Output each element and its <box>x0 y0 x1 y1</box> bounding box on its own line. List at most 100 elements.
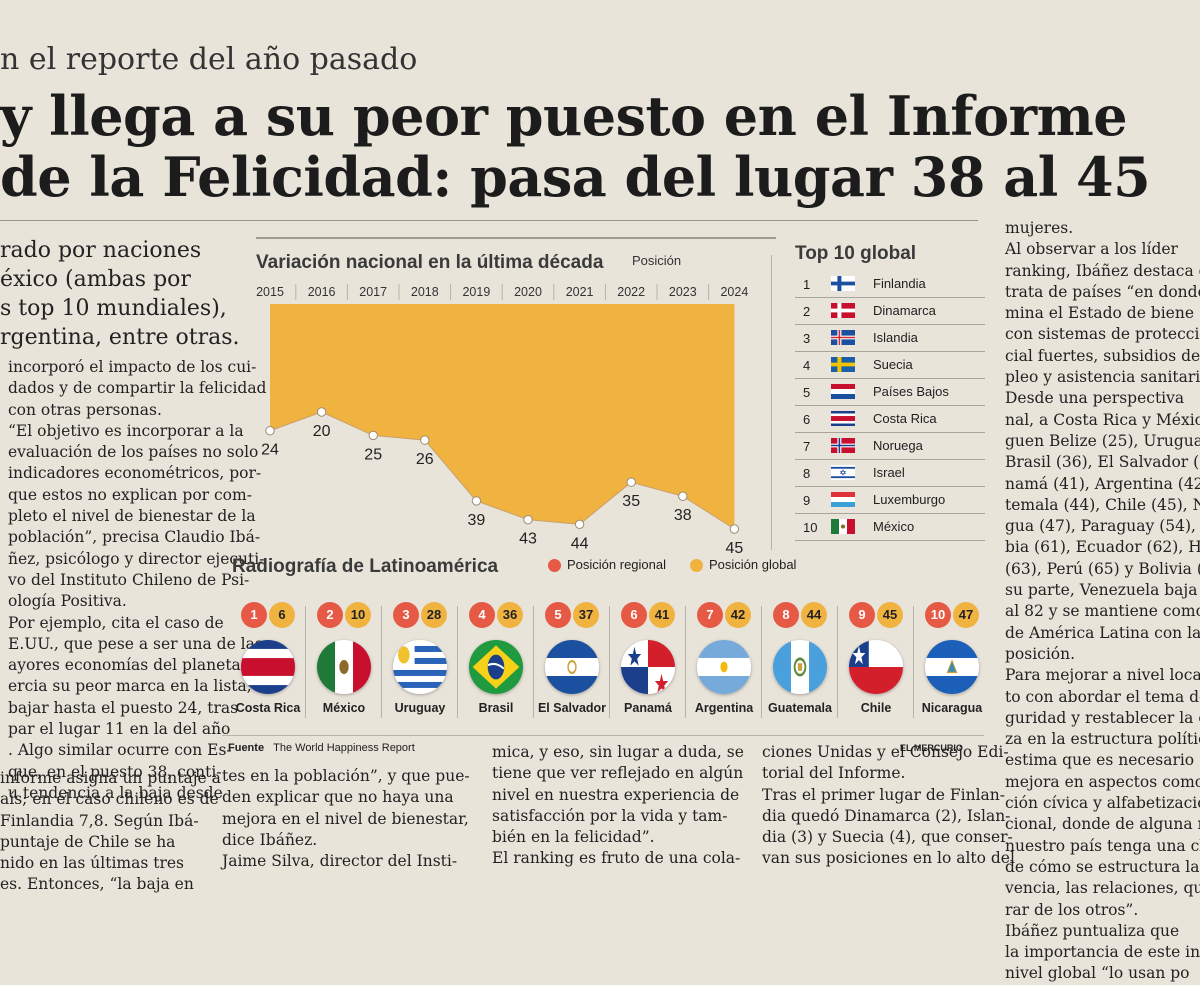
country-name: Suecia <box>873 357 913 372</box>
bottom-column-4: ciones Unidas y el Consejo Edi-torial de… <box>762 742 1015 870</box>
variation-chart-svg: 2015 2016 2017 2018 2019 2020 2021 2022 2023 2024… <box>256 284 748 557</box>
text-line: rgentina, entre otras. <box>0 325 240 350</box>
infographic <box>222 232 984 762</box>
top10-row: 6 Costa Rica <box>795 405 985 433</box>
top10-row: 10 México <box>795 513 985 541</box>
text-line: Ibáñez puntualiza que <box>1005 921 1180 940</box>
variation-chart: 2015 2016 2017 2018 2019 2020 2021 2022 2023 2024… <box>252 282 764 562</box>
data-label: 26 <box>416 451 434 468</box>
text-line: nuestro país tenga una cl <box>1005 836 1200 855</box>
text-line: ercia su peor marca en la lista, <box>8 677 252 696</box>
denmark-flag-icon <box>831 303 855 318</box>
latam-country-name: Costa Rica <box>235 701 301 715</box>
text-line: bién en la felicidad”. <box>492 828 655 847</box>
regional-rank-badge: 4 <box>469 602 495 628</box>
country-name: Costa Rica <box>873 411 937 426</box>
latam-country-name: Guatemala <box>768 701 832 715</box>
mexico-flag-icon <box>317 640 371 694</box>
text-line: Desde una perspectiva <box>1005 389 1185 408</box>
argentina-flag-icon <box>697 640 751 694</box>
x-tick-label: 2022 <box>617 285 645 299</box>
text-line: Finlandia 7,8. Según Ibá- <box>0 811 199 830</box>
top10-row: 8 Israel <box>795 459 985 487</box>
text-line: estima que es necesario <box>1005 751 1195 770</box>
latam-country: 2 10 México <box>311 602 377 720</box>
norway-flag-icon <box>831 438 855 453</box>
text-line: torial del Informe. <box>762 764 906 783</box>
top10-row: 7 Noruega <box>795 432 985 460</box>
text-line: incorporó el impacto de los cui- <box>8 358 257 376</box>
rank-number: 8 <box>803 466 811 481</box>
latam-divider <box>837 606 838 718</box>
global-rank-badge: 44 <box>801 602 827 628</box>
regional-rank-badge: 6 <box>621 602 647 628</box>
global-rank-badge: 10 <box>345 602 371 628</box>
country-name: Israel <box>873 465 905 480</box>
global-rank-badge: 42 <box>725 602 751 628</box>
costa-rica-flag-icon <box>241 640 295 694</box>
headline-line-1: y llega a su peor puesto en el Informe <box>0 84 1128 148</box>
text-line: mejora en el nivel de bienestar, <box>222 809 469 828</box>
latam-divider <box>761 606 762 718</box>
latam-divider <box>533 606 534 718</box>
area-series <box>270 304 735 529</box>
text-line: al 82 y se mantiene como e <box>1005 602 1200 621</box>
text-line: den explicar que no haya una <box>222 788 454 807</box>
data-point <box>420 435 430 445</box>
text-line: aís; en el caso chileno es de <box>0 790 219 809</box>
top10-row: 2 Dinamarca <box>795 297 985 325</box>
panama-flag-icon <box>621 640 675 694</box>
top10-title: Top 10 global <box>795 243 917 264</box>
latam-divider <box>305 606 306 718</box>
text-line: trata de países “en donde p <box>1005 282 1200 301</box>
regional-rank-badge: 8 <box>773 602 799 628</box>
latam-divider <box>381 606 382 718</box>
text-line: evaluación de los países no solo <box>8 443 259 462</box>
country-name: México <box>873 519 915 534</box>
data-point <box>368 430 378 441</box>
source: Fuente The World Happiness Report <box>228 742 415 754</box>
text-line: de América Latina con la <box>1005 623 1200 642</box>
latam-country-name: Chile <box>860 701 892 715</box>
text-line: mica, y eso, sin lugar a duda, se <box>492 743 744 761</box>
text-line: satisfacción por la vida y tam- <box>492 806 728 825</box>
regional-rank-badge: 1 <box>241 602 267 628</box>
text-line: dia (3) y Suecia (4), que conser- <box>762 828 1013 847</box>
text-line: ranking, Ibáñez destaca q <box>1005 261 1200 280</box>
text-line: Brasil (36), El Salvador (37 <box>1005 453 1200 472</box>
text-line: rar de los otros”. <box>1005 900 1139 919</box>
text-line: ñez, psicólogo y director ejecuti- <box>8 549 265 568</box>
global-rank-badge: 41 <box>649 602 675 628</box>
text-line: que, en el puesto 38, conti- <box>8 762 222 781</box>
bottom-column-2: tes en la población”, y que pue-den expl… <box>222 766 470 872</box>
credit: EL MERCURIO <box>900 743 963 753</box>
text-line: mujeres. <box>1005 219 1074 237</box>
text-line: E.UU., que pese a ser una de las <box>8 634 263 653</box>
rank-number: 1 <box>803 277 811 292</box>
global-rank-badge: 47 <box>953 602 979 628</box>
text-line: ología Positiva. <box>8 592 127 611</box>
rank-number: 7 <box>803 439 811 454</box>
latam-divider <box>457 606 458 718</box>
x-tick-label: 2023 <box>669 285 697 299</box>
nicaragua-flag-icon <box>925 640 979 694</box>
data-label: 45 <box>726 540 744 557</box>
data-point <box>574 519 585 530</box>
data-point <box>626 477 636 487</box>
rank-number: 9 <box>803 493 811 508</box>
x-tick-label: 2020 <box>514 285 542 299</box>
global-dot-icon <box>690 559 703 573</box>
data-label: 44 <box>571 535 589 552</box>
chile-flag-icon <box>849 640 903 694</box>
text-line: vo del Instituto Chileno de Psi- <box>8 570 250 589</box>
latam-country-name: Nicaragua <box>921 701 983 715</box>
regional-rank-badge: 3 <box>393 602 419 628</box>
regional-rank-badge: 2 <box>317 602 343 628</box>
x-tick-label: 2018 <box>411 285 439 299</box>
latam-divider <box>685 606 686 718</box>
text-line: guridad y restablecer la co <box>1005 708 1200 727</box>
x-tick-label: 2021 <box>566 285 594 299</box>
latam-country-name: Argentina <box>694 701 754 715</box>
iceland-flag-icon <box>831 330 855 345</box>
kicker: n el reporte del año pasado <box>0 42 418 77</box>
